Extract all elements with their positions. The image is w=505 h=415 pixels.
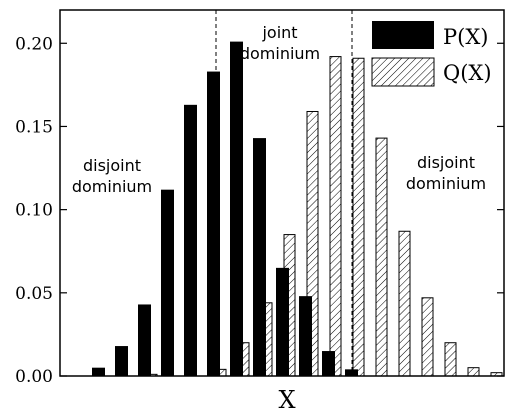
bar-p-8: [276, 267, 289, 376]
y-tick-label: 0.05: [15, 284, 53, 304]
bar-q-12: [375, 137, 388, 377]
bar-q-14: [421, 297, 434, 377]
annotation-middle: joint: [261, 23, 297, 42]
x-axis-title: X: [278, 386, 295, 414]
annotation-right: dominium: [406, 174, 486, 193]
bar-p-0: [92, 367, 105, 376]
legend-swatch-q: [371, 57, 435, 87]
bar-q-15: [444, 342, 457, 377]
legend-label-q: Q(X): [443, 61, 492, 85]
bar-p-11: [345, 369, 358, 376]
annotation-left: disjoint: [83, 156, 141, 175]
plot-frame: [59, 9, 505, 377]
y-tick-label: 0.10: [15, 201, 53, 221]
domain-boundaries: [215, 10, 353, 375]
series-q-bars: [145, 56, 503, 377]
legend-label-p: P(X): [443, 25, 488, 49]
axes: 0.00 0.05 0.10 0.15 0.20 X: [15, 9, 505, 414]
bar-p-5: [207, 71, 220, 377]
bar-p-1: [115, 346, 128, 376]
bar-q-13: [398, 230, 411, 377]
bar-p-9: [299, 296, 312, 376]
annotation-left: dominium: [72, 177, 152, 196]
bar-p-7: [253, 138, 266, 376]
bar-p-4: [184, 104, 197, 376]
series-p-bars: [92, 41, 358, 377]
legend-swatch-p: [372, 21, 434, 49]
bar-p-2: [138, 304, 151, 376]
bar-q-11: [352, 57, 365, 377]
annotation-right: disjoint: [417, 153, 475, 172]
y-tick-label: 0.00: [15, 367, 53, 387]
bar-q-10: [329, 56, 342, 377]
bar-p-10: [322, 351, 335, 376]
bar-p-6: [230, 41, 243, 376]
y-tick-label: 0.20: [15, 34, 53, 54]
annotations: disjoint dominium joint dominium disjoint dom…: [72, 23, 486, 196]
legend: P(X) Q(X): [371, 21, 492, 87]
y-tick-label: 0.15: [15, 117, 53, 137]
bar-q-16: [467, 367, 480, 377]
annotation-middle: dominium: [240, 44, 320, 63]
bar-p-3: [161, 189, 174, 376]
